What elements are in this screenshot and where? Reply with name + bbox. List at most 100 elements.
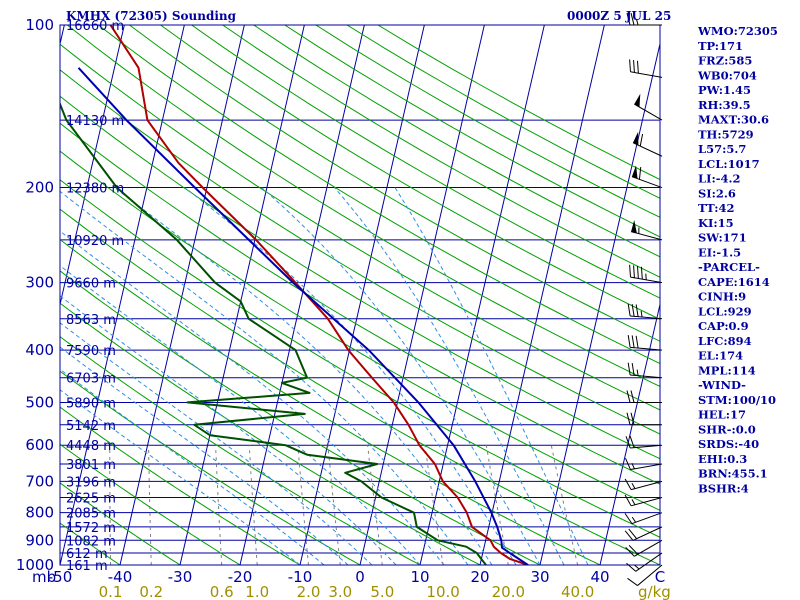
wind-barb: [626, 552, 663, 572]
dry-adiabat-line: [60, 208, 660, 565]
dry-adiabat-line: [66, 25, 660, 387]
mixing-ratio-tick-label: 20.0: [492, 583, 525, 600]
pressure-unit-label: mb: [32, 568, 56, 586]
temperature-tick-label: -50: [48, 568, 73, 586]
moist-adiabat-line: [184, 187, 517, 565]
mixing-ratio-line: [327, 445, 341, 565]
moist-adiabat-line: [114, 187, 493, 565]
mixing-ratio-line: [297, 445, 309, 565]
pressure-tick-label: 1000: [16, 556, 54, 574]
index-entry: PW:1.45: [698, 83, 751, 97]
isotherm-line: [359, 25, 485, 565]
wind-barb: [631, 165, 663, 189]
index-entry: HEL:17: [698, 408, 746, 422]
height-label: 2085 m: [66, 507, 116, 522]
height-label: 612 m: [66, 547, 108, 562]
height-label: 12380 m: [66, 182, 124, 197]
index-panel: WMO:72305TP:171FRZ:585WB0:704PW:1.45RH:3…: [697, 24, 778, 495]
mixing-ratio-line: [148, 445, 152, 565]
wind-barb: [627, 335, 663, 351]
height-label: 8563 m: [66, 313, 116, 328]
moist-adiabat-line: [60, 368, 325, 565]
height-label: 9660 m: [66, 277, 116, 292]
background-lines: [60, 25, 660, 565]
dry-adiabat-line: [160, 25, 660, 320]
index-entry: TT:42: [698, 201, 735, 215]
dry-adiabat-line: [60, 150, 660, 511]
pressure-tick-label: 600: [25, 436, 54, 454]
moist-adiabat-line: [60, 322, 373, 565]
temperature-tick-label: -30: [168, 568, 193, 586]
mixing-ratio-tick-label: 10.0: [426, 583, 459, 600]
wind-barb: [625, 539, 663, 557]
index-entry: EI:-1.5: [698, 245, 741, 259]
pressure-tick-label: 400: [25, 341, 54, 359]
wind-barb: [625, 435, 663, 449]
chart-time: 0000Z 5 JUL 25: [567, 9, 671, 23]
dry-adiabat-line: [60, 443, 241, 565]
wind-barb: [629, 59, 663, 78]
dry-adiabat-line: [129, 25, 660, 342]
pressure-tick-label: 700: [25, 472, 54, 490]
index-entry: WB0:704: [697, 68, 757, 82]
dry-adiabat-line: [60, 179, 660, 538]
mixing-ratio-line: [367, 445, 383, 565]
wind-barb: [624, 478, 663, 491]
pressure-tick-label: 300: [25, 274, 54, 292]
index-entry: SI:2.6: [698, 186, 736, 200]
index-entry: -PARCEL-: [698, 260, 760, 274]
index-entry: EHI:0.3: [698, 452, 747, 466]
mixing-ratio-tick-label: 2.0: [297, 583, 321, 600]
height-label: 5890 m: [66, 396, 116, 411]
moist-adiabat-line: [261, 187, 541, 565]
isotherm-line: [239, 25, 365, 565]
wind-barb: [627, 564, 663, 586]
height-label: 1082 m: [66, 534, 116, 549]
dry-adiabat-line: [60, 370, 361, 565]
index-entry: STM:100/10: [698, 393, 776, 407]
wind-barb: [624, 458, 663, 471]
wind-barb: [629, 264, 663, 284]
pressure-tick-label: 200: [25, 179, 54, 197]
mixing-ratio-tick-label: 0.1: [99, 583, 123, 600]
chart-title: KMHX (72305) Sounding: [66, 9, 237, 23]
moist-adiabat-line: [334, 187, 565, 565]
temperature-trace: [109, 25, 529, 565]
temperature-tick-label: 10: [410, 568, 429, 586]
index-entry: SRDS:-40: [698, 437, 759, 451]
height-label: 7590 m: [66, 344, 116, 359]
temperature-tick-label: 0: [355, 568, 365, 586]
dry-adiabat-line: [60, 336, 421, 565]
dry-adiabat-line: [60, 122, 660, 485]
mixing-ratio-line: [248, 445, 258, 565]
mixing-ratio-line: [550, 445, 579, 565]
height-label: 10920 m: [66, 234, 124, 249]
plot-frame: [59, 24, 661, 566]
moist-adiabat-line: [60, 346, 349, 565]
pressure-tick-label: 900: [25, 531, 54, 549]
index-entry: CAPE:1614: [698, 275, 770, 289]
mixing-ratio-line: [424, 445, 444, 565]
temperature-tick-label: 30: [530, 568, 549, 586]
height-label: 6703 m: [66, 372, 116, 387]
parcel-trace: [77, 67, 529, 565]
mixing-ratio-unit-label: g/kg: [638, 583, 671, 600]
mixing-ratio-tick-label: 40.0: [561, 583, 594, 600]
dry-adiabat-line: [222, 25, 660, 278]
mixing-ratio-tick-label: 5.0: [370, 583, 394, 600]
dry-adiabat-line: [60, 302, 481, 565]
wind-barbs: [624, 12, 663, 586]
dry-adiabat-line: [60, 95, 660, 460]
isotherm-line: [60, 25, 185, 565]
moist-adiabat-line: [60, 230, 445, 565]
isotherm-line: [60, 25, 125, 307]
index-entry: EL:174: [698, 349, 743, 363]
mixing-ratio-tick-label: 0.2: [139, 583, 163, 600]
index-entry: RH:39.5: [698, 98, 751, 112]
temperature-tick-label: 20: [470, 568, 489, 586]
index-entry: SHR-:0.0: [698, 422, 756, 436]
index-entry: FRZ:585: [698, 54, 752, 68]
wind-barb: [624, 526, 663, 541]
index-entry: CINH:9: [698, 290, 746, 304]
